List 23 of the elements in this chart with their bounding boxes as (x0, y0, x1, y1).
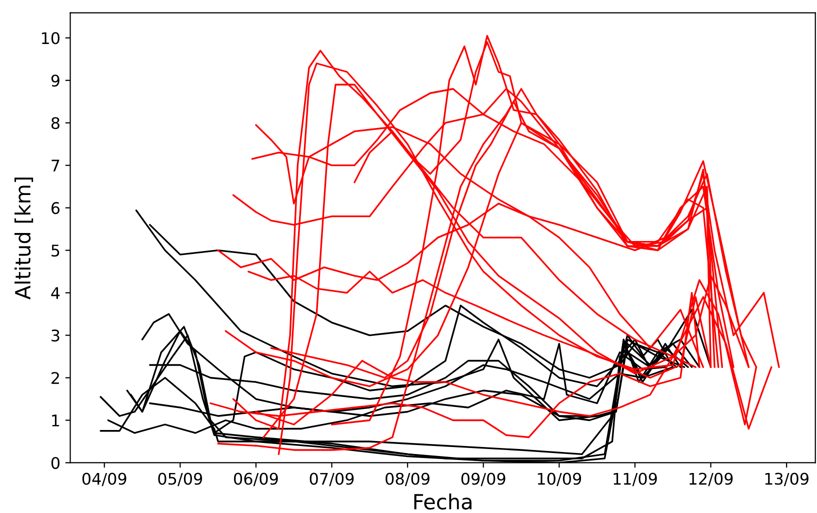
y-tick-label: 8 (51, 117, 60, 130)
y-tick-label: 6 (51, 202, 60, 214)
x-tick-label: 13/09 (765, 472, 808, 486)
x-tick-label: 10/09 (538, 472, 582, 486)
y-tick-label: 9 (51, 74, 60, 87)
x-tick-label: 04/09 (82, 472, 126, 486)
x-tick-label: 09/09 (461, 472, 506, 486)
y-tick-label: 4 (51, 287, 60, 299)
x-tick-label: 11/09 (614, 472, 657, 486)
x-tick-label: 06/09 (234, 472, 278, 486)
y-tick-label: 5 (52, 244, 60, 257)
x-tick-label: 05/09 (158, 472, 202, 486)
y-tick-label: 0 (51, 456, 60, 470)
x-tick-label: 12/09 (690, 472, 733, 486)
y-axis-title: Altitud [km] (14, 178, 34, 300)
y-tick-label: 2 (52, 372, 59, 384)
y-tick-label: 1 (52, 414, 60, 426)
x-tick-label: 08/09 (386, 472, 430, 486)
y-tick-label: 3 (52, 329, 60, 342)
x-axis-title: Fecha (414, 493, 472, 510)
y-tick-label: 7 (52, 160, 60, 172)
x-tick-label: 07/09 (310, 472, 354, 486)
y-tick-label: 10 (42, 32, 60, 44)
